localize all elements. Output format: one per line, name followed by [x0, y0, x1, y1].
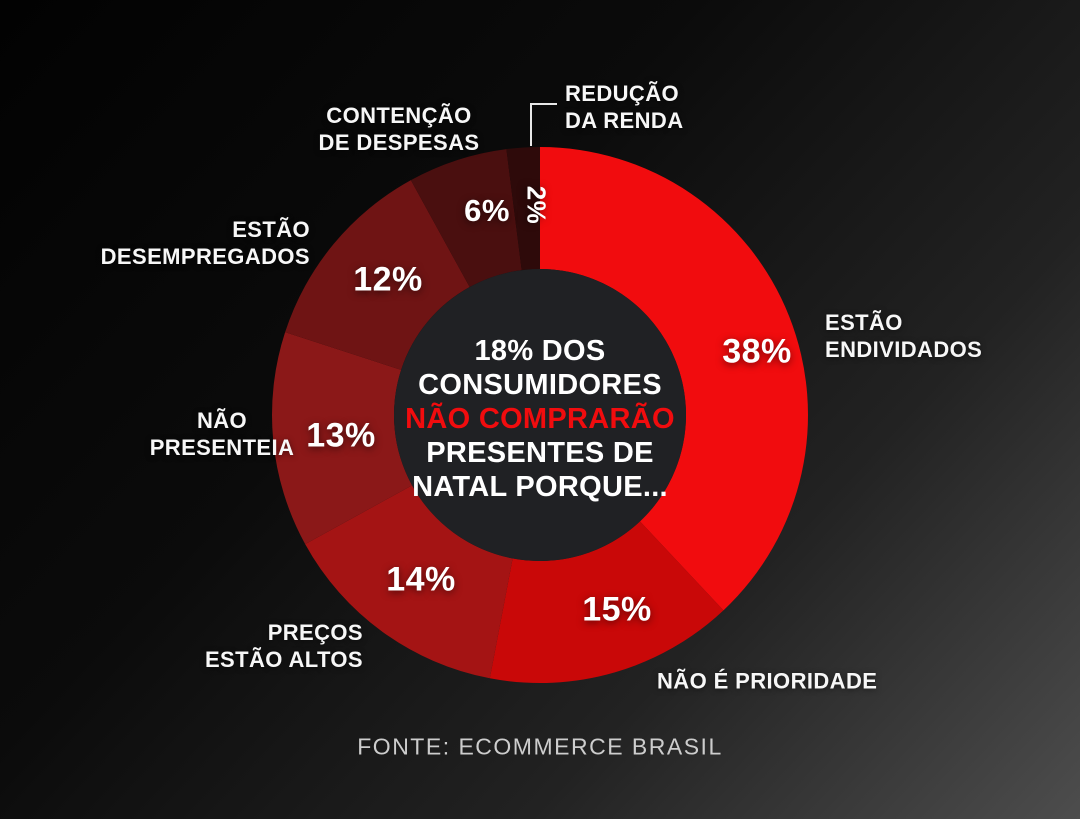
callout-line: DE DESPESAS [318, 130, 480, 155]
source-text: FONTE: ECOMMERCE BRASIL [357, 733, 723, 760]
callout-line: REDUÇÃO [565, 81, 680, 106]
callout-line: PREÇOS [267, 620, 363, 645]
callout-estao-endividados: ESTÃO ENDIVIDADOS [825, 309, 982, 363]
callout-nao-presenteia: NÃO PRESENTEIA [150, 407, 295, 461]
center-text-line-1: 18% DOS [474, 335, 606, 367]
callout-line: ESTÃO ALTOS [204, 647, 363, 672]
callout-line: NÃO É PRIORIDADE [657, 668, 878, 694]
donut-slice-12 [285, 180, 470, 370]
callout-line: PRESENTEIA [149, 435, 295, 460]
callout-line: ESTÃO [825, 310, 903, 335]
callout-line: CONTENÇÃO [326, 103, 472, 128]
center-text-line-2: CONSUMIDORES [418, 369, 662, 401]
callout-nao-e-prioridade: NÃO É PRIORIDADE [657, 668, 877, 695]
donut-slice-14 [305, 485, 513, 679]
callout-precos-estao-altos: PREÇOS ESTÃO ALTOS [205, 619, 363, 673]
callout-line: DESEMPREGADOS [100, 244, 310, 269]
percent-label-6: 6% [464, 193, 510, 228]
callout-line: DA RENDA [565, 108, 684, 133]
callout-reducao-da-renda: REDUÇÃO DA RENDA [565, 80, 684, 134]
center-title: 18% DOS CONSUMIDORES NÃO COMPRARÃO PRESE… [405, 334, 675, 504]
donut-slice-6 [410, 149, 522, 288]
donut-slice-38 [540, 147, 808, 611]
center-text-highlight: NÃO COMPRARÃO [405, 403, 675, 435]
donut-slice-2 [506, 147, 540, 271]
callout-line: ENDIVIDADOS [825, 337, 983, 362]
percent-label-14: 14% [386, 560, 456, 599]
donut-slice-13 [272, 332, 413, 545]
donut-slices [272, 147, 808, 683]
percent-label-38: 38% [722, 332, 792, 371]
percent-label-12: 12% [353, 260, 423, 299]
callout-connector-line [530, 103, 557, 146]
percent-label-13: 13% [306, 416, 376, 455]
callout-contencao-de-despesas: CONTENÇÃO DE DESPESAS [319, 102, 480, 156]
percent-label-15: 15% [582, 590, 652, 629]
center-text-line-5: NATAL PORQUE... [412, 471, 668, 503]
callout-line: ESTÃO [232, 217, 310, 242]
donut-slice-15 [489, 521, 724, 683]
callout-estao-desempregados: ESTÃO DESEMPREGADOS [101, 216, 310, 270]
center-text-line-4: PRESENTES DE [426, 437, 654, 469]
callout-line: NÃO [196, 408, 248, 433]
donut-center-circle [394, 269, 686, 561]
percent-label-2: 2% [521, 185, 552, 225]
